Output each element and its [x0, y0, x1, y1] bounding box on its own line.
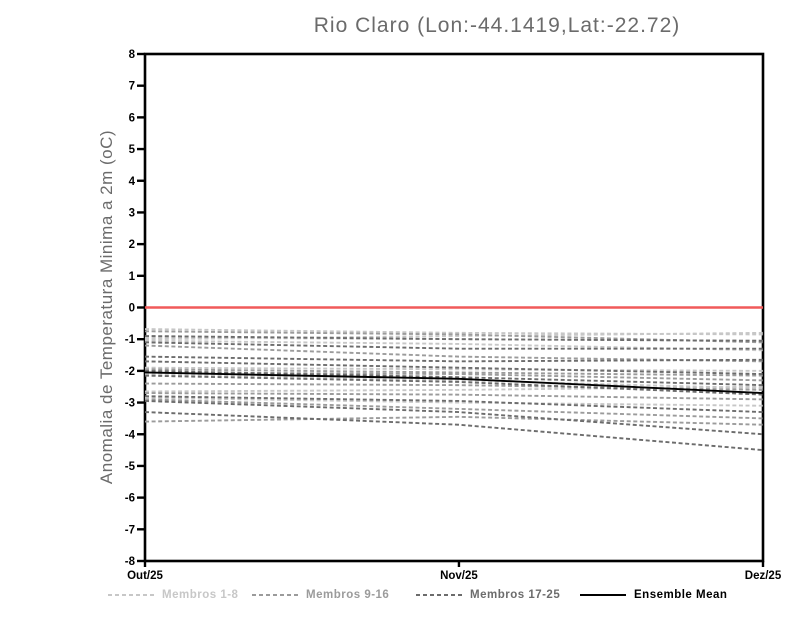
ensemble-member-line: [144, 355, 764, 363]
legend-label: Ensemble Mean: [634, 589, 728, 601]
y-tick-label: 7: [129, 81, 135, 93]
y-tick-label: -6: [125, 493, 135, 505]
ensemble-member-line: [144, 415, 764, 426]
x-tick-label: Out/25: [127, 570, 163, 582]
legend-item: Membros 17-25: [416, 588, 560, 602]
y-tick-label: 0: [129, 303, 135, 315]
y-tick-label: -3: [125, 398, 135, 410]
dashed-line-icon: [108, 594, 154, 596]
y-tick-label: -4: [125, 429, 136, 441]
ensemble-member-line: [144, 368, 764, 377]
y-tick-label: 4: [129, 176, 136, 188]
y-tick-label: 6: [129, 112, 135, 124]
dashed-line-icon: [416, 594, 462, 596]
legend-item: Ensemble Mean: [580, 588, 727, 602]
y-tick-label: 5: [129, 144, 136, 156]
ensemble-member-line: [144, 331, 764, 341]
ensemble-member-line: [144, 369, 764, 387]
ensemble-member-line: [144, 373, 764, 390]
legend-label: Membros 9-16: [306, 589, 390, 601]
y-tick-label: 1: [129, 271, 136, 283]
legend: Membros 1-8 Membros 9-16 Membros 17-25 Ense…: [0, 588, 800, 608]
y-tick-label: 2: [129, 239, 135, 251]
ensemble-member-line: [144, 398, 764, 420]
ensemble-member-line: [144, 396, 764, 407]
ensemble-member-line: [144, 374, 764, 396]
y-tick-label: -8: [125, 556, 136, 568]
ensemble-mean-line: [144, 371, 764, 395]
chart-title: Rio Claro (Lon:-44.1419,Lat:-22.72): [0, 14, 800, 38]
legend-item: Membros 9-16: [252, 588, 389, 602]
y-tick-label: -5: [125, 461, 136, 473]
legend-label: Membros 1-8: [162, 589, 239, 601]
dashed-line-icon: [252, 594, 298, 596]
x-tick-label: Dez/25: [745, 570, 782, 582]
y-tick-label: -2: [125, 366, 135, 378]
solid-line-icon: [580, 594, 626, 596]
y-tick-label: 3: [129, 207, 135, 219]
ensemble-member-line: [144, 371, 764, 382]
ensemble-member-line: [144, 392, 764, 401]
y-tick-label: -1: [125, 334, 136, 346]
ensemble-member-line: [144, 411, 764, 452]
ensemble-member-line: [144, 360, 764, 375]
ensemble-member-line: [144, 400, 764, 436]
y-tick-label: -7: [125, 524, 135, 536]
ensemble-member-line: [144, 341, 763, 350]
x-tick-label: Nov/25: [440, 570, 478, 582]
legend-item: Membros 1-8: [108, 588, 238, 602]
ensemble-member-line: [144, 395, 764, 414]
ensemble-member-line: [144, 366, 764, 372]
y-tick-label: 8: [129, 49, 136, 61]
legend-label: Membros 17-25: [470, 589, 561, 601]
chart-title-text: Rio Claro (Lon:-44.1419,Lat:-22.72): [313, 14, 681, 37]
ensemble-member-line: [144, 335, 764, 342]
